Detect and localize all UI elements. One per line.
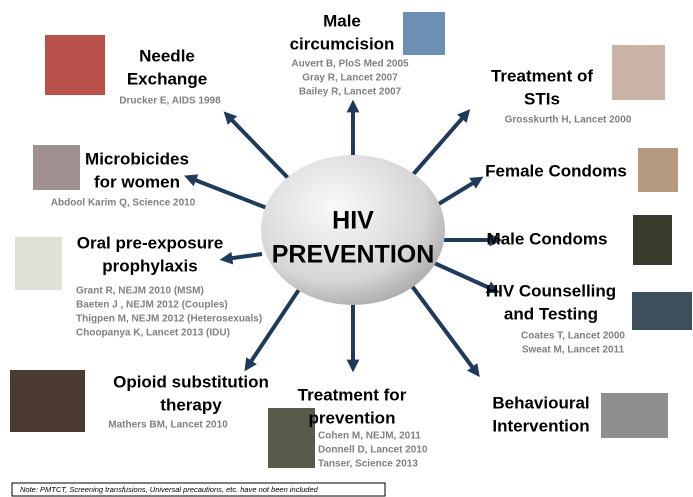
node-title: Exchange	[127, 69, 207, 88]
photo	[633, 215, 672, 265]
reference: Baeten J , NEJM 2012 (Couples)	[76, 300, 228, 311]
node-title: prevention	[309, 408, 396, 427]
reference: Mathers BM, Lancet 2010	[108, 420, 228, 431]
node-title: Intervention	[492, 416, 589, 435]
node-title: Oral pre-exposure	[77, 233, 223, 252]
arrow	[190, 178, 272, 210]
arrow	[412, 286, 476, 372]
arrow	[226, 254, 262, 259]
node-title: HIV Counselling	[486, 281, 616, 300]
reference: Thigpen M, NEJM 2012 (Heterosexuals)	[76, 314, 262, 325]
node-title: circumcision	[290, 34, 395, 53]
reference: Grant R, NEJM 2010 (MSM)	[76, 286, 204, 297]
photo	[638, 148, 678, 192]
photo	[403, 12, 445, 55]
center-text: HIV	[332, 207, 374, 235]
node-title: for women	[94, 172, 180, 191]
node-title: Treatment for	[298, 385, 407, 404]
reference: Sweat M, Lancet 2011	[522, 345, 625, 356]
reference: Bailey R, Lancet 2007	[299, 87, 402, 98]
node-title: therapy	[160, 395, 222, 414]
reference: Coates T, Lancet 2000	[521, 331, 625, 342]
arrow	[410, 114, 466, 178]
node-title: and Testing	[504, 304, 598, 323]
photo	[45, 35, 105, 95]
reference: Cohen M, NEJM, 2011	[318, 431, 421, 442]
node-title: Behavioural	[492, 393, 589, 412]
reference: Abdool Karim Q, Science 2010	[51, 198, 196, 209]
node-title: Female Condoms	[485, 161, 627, 180]
arrow	[432, 262, 494, 290]
photo	[601, 393, 668, 438]
node-title: Opioid substitution	[113, 372, 269, 391]
node-title: Needle	[139, 46, 195, 65]
photo	[10, 370, 85, 432]
node-title: prophylaxis	[102, 256, 197, 275]
note: Note: PMTCT, Screening transfusions, Uni…	[20, 485, 319, 494]
node-title: Male Condoms	[487, 229, 608, 248]
reference: Auvert B, PloS Med 2005	[291, 59, 409, 70]
arrow	[248, 288, 300, 366]
reference: Donnell D, Lancet 2010	[318, 445, 428, 456]
reference: Tanser, Science 2013	[318, 459, 418, 470]
reference: Choopanya K, Lancet 2013 (IDU)	[76, 328, 230, 339]
arrow	[228, 116, 290, 180]
reference: Grosskurth H, Lancet 2000	[505, 115, 632, 126]
diagram: HIV PREVENTION Needle Exchange Drucker E, …	[0, 0, 693, 497]
center-text: PREVENTION	[272, 241, 435, 269]
node-title: Microbicides	[85, 149, 189, 168]
node-title: Male	[323, 11, 361, 30]
node-title: STIs	[524, 89, 560, 108]
reference: Drucker E, AIDS 1998	[119, 96, 221, 107]
photo	[612, 45, 665, 100]
photo	[15, 237, 62, 290]
photo	[33, 145, 80, 190]
reference: Gray R, Lancet 2007	[302, 73, 398, 84]
node-title: Treatment of	[491, 66, 593, 85]
photo	[632, 292, 692, 330]
